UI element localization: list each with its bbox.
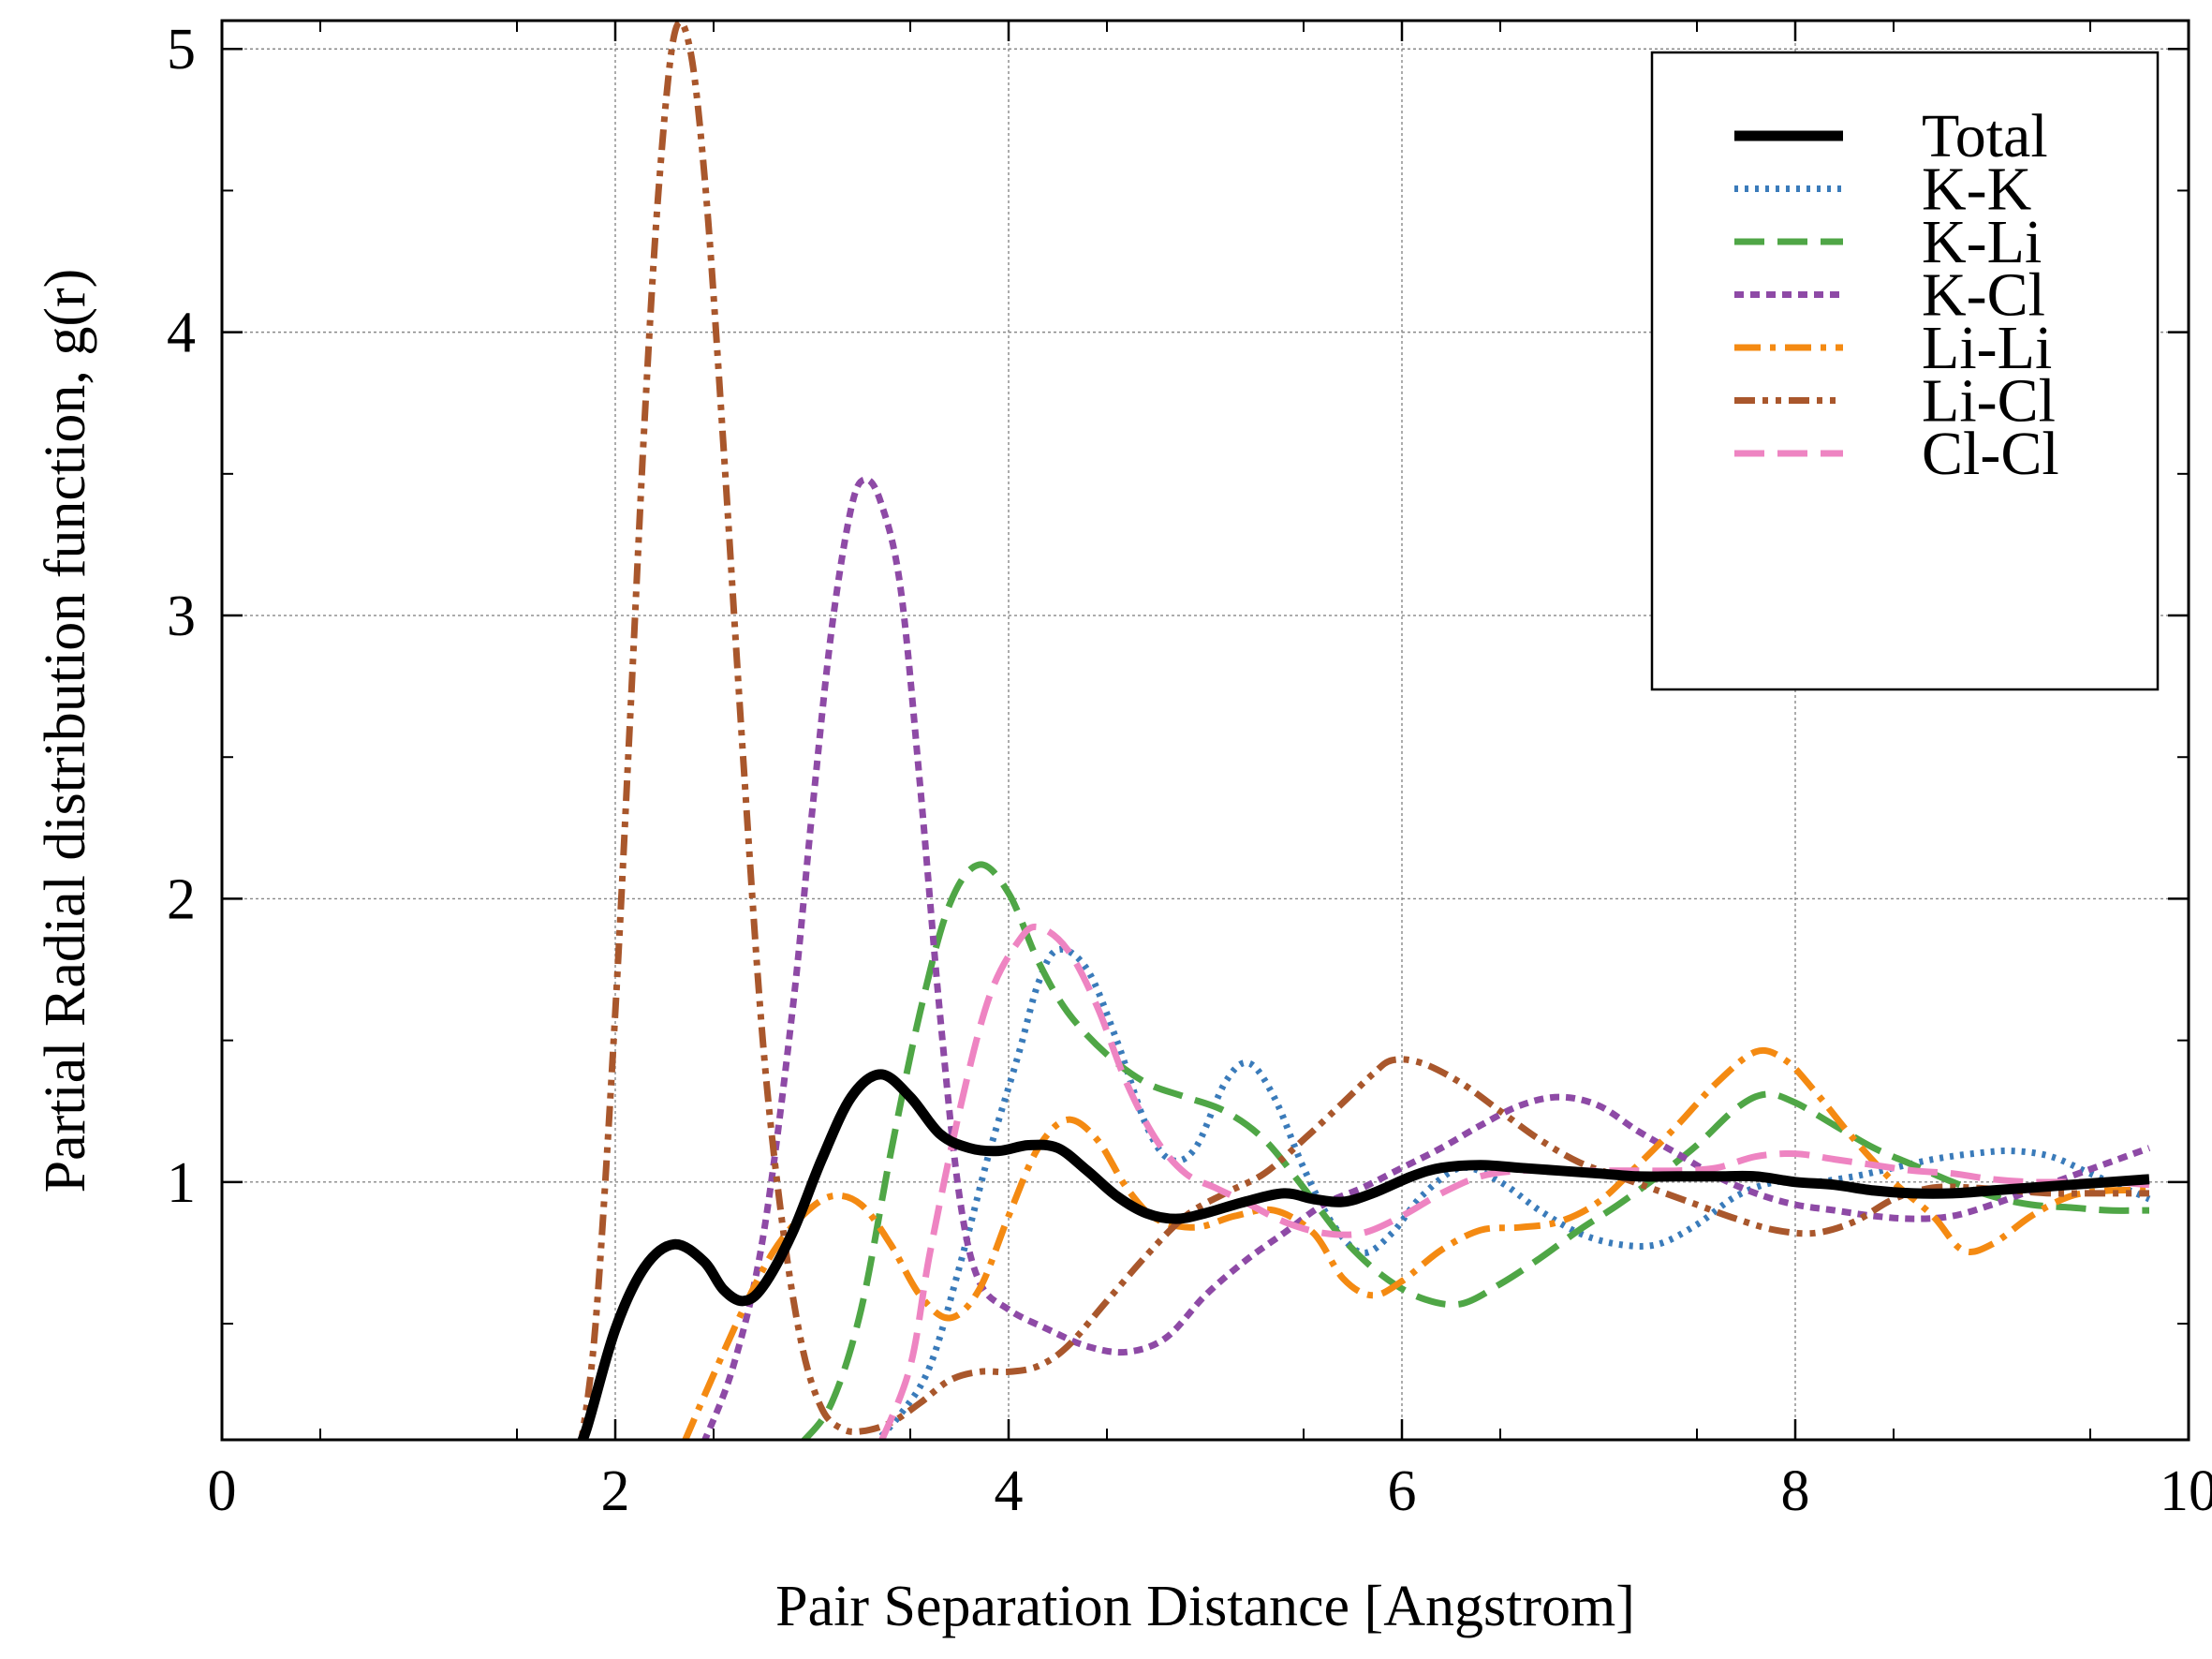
x-tick-label: 10	[2160, 1459, 2212, 1523]
series-line-li-cl	[578, 21, 2149, 1440]
y-tick-label: 2	[167, 867, 196, 931]
legend-label-cl-cl: Cl-Cl	[1922, 420, 2059, 488]
y-tick-label: 3	[167, 585, 196, 648]
x-axis-title: Pair Separation Distance [Angstrom]	[775, 1575, 1635, 1638]
series-line-k-cl	[700, 476, 2151, 1440]
y-tick-label: 1	[167, 1151, 196, 1215]
legend-box	[1650, 51, 2160, 691]
legend-label-li-li: Li-Li	[1922, 314, 2052, 382]
plot-frame	[220, 19, 2190, 1442]
legend-label-k-li: K-Li	[1922, 208, 2042, 276]
legend-label-total: Total	[1922, 102, 2048, 170]
y-tick-label: 4	[167, 302, 196, 365]
x-tick-label: 0	[208, 1459, 237, 1523]
series-line-k-k	[873, 945, 2151, 1440]
series-line-total	[577, 1069, 2150, 1440]
x-tick-label: 4	[995, 1459, 1024, 1523]
x-tick-label: 6	[1388, 1459, 1417, 1523]
legend-label-li-cl: Li-Cl	[1922, 367, 2056, 436]
legend-label-k-cl: K-Cl	[1922, 261, 2045, 330]
y-tick-label: 5	[167, 18, 196, 81]
x-tick-label: 2	[601, 1459, 630, 1523]
series-line-li-li	[681, 1046, 2150, 1440]
series-layer	[577, 21, 2151, 1440]
x-tick-label: 8	[1781, 1459, 1810, 1523]
y-axis-title: Partial Radial distribution function, g(…	[34, 269, 97, 1193]
legend-label-k-k: K-K	[1922, 156, 2031, 224]
series-line-k-li	[800, 861, 2150, 1440]
